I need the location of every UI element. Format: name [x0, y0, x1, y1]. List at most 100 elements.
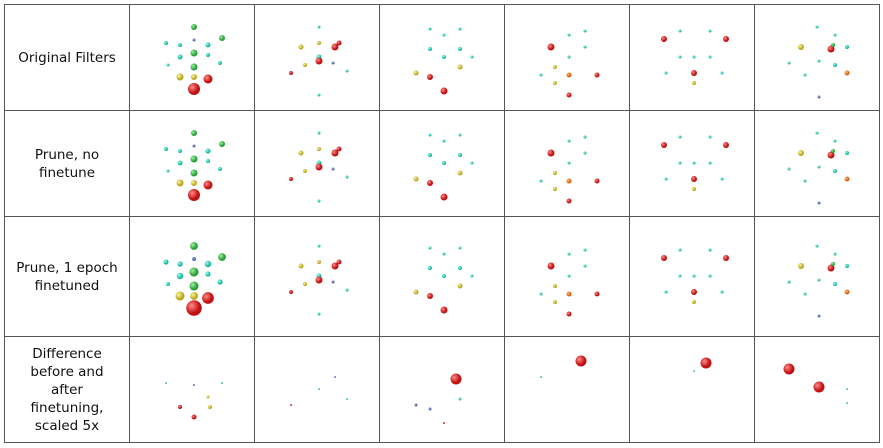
- filter-point: [442, 161, 446, 165]
- filter-point: [443, 422, 445, 424]
- filter-point: [817, 201, 821, 205]
- filter-point: [787, 280, 791, 284]
- filter-point: [845, 45, 849, 49]
- filter-point: [317, 260, 321, 264]
- filter-point: [831, 149, 835, 153]
- filter-point: [175, 291, 185, 301]
- filter-point: [575, 355, 587, 367]
- filter-point: [583, 135, 587, 139]
- filter-point: [708, 135, 712, 139]
- filter-image-cell: [254, 336, 380, 443]
- filter-image-cell: [754, 4, 880, 111]
- filter-point: [567, 274, 571, 278]
- filter-point: [166, 282, 170, 286]
- filter-point: [815, 244, 819, 248]
- filter-point: [833, 252, 837, 256]
- filter-point: [178, 149, 182, 153]
- filter-point: [440, 306, 448, 314]
- filter-point: [583, 264, 587, 268]
- filter-point: [331, 43, 339, 51]
- filter-point: [846, 402, 848, 404]
- filter-point: [219, 141, 225, 147]
- filter-image-cell: [754, 110, 880, 217]
- filter-point: [318, 388, 320, 390]
- filter-point: [317, 93, 321, 97]
- filter-point: [208, 405, 212, 409]
- filter-point: [336, 146, 342, 152]
- filter-point: [289, 290, 293, 294]
- filter-image: [783, 363, 848, 404]
- filter-point: [803, 73, 807, 77]
- filter-image-cell: [254, 4, 380, 111]
- filter-image-cell: [379, 4, 505, 111]
- filter-point: [190, 292, 198, 300]
- filter-point: [567, 139, 571, 143]
- filter-point: [191, 130, 197, 136]
- filter-point: [664, 71, 668, 75]
- filter-point: [691, 289, 697, 295]
- filter-point: [163, 259, 169, 265]
- filter-point: [831, 43, 835, 47]
- filter-point: [345, 288, 349, 292]
- filter-image-cell: [629, 336, 755, 443]
- filter-point: [317, 147, 321, 151]
- filter-image-cell: [754, 336, 880, 443]
- filter-point: [218, 167, 222, 171]
- filter-point: [678, 29, 682, 33]
- filter-image: [540, 355, 587, 378]
- filter-point: [289, 177, 293, 181]
- filter-point: [566, 311, 572, 317]
- filter-image: [539, 135, 600, 204]
- filter-point: [442, 274, 446, 278]
- filter-image: [661, 135, 729, 191]
- filter-point: [708, 161, 712, 165]
- filter-point: [723, 255, 729, 261]
- filter-point: [428, 133, 432, 137]
- filter-point: [678, 248, 682, 252]
- filter-point: [442, 33, 446, 37]
- row-label: Difference before and after finetuning, …: [30, 345, 104, 434]
- filter-point: [192, 144, 196, 148]
- filter-image: [289, 244, 349, 316]
- filter-point: [303, 282, 307, 286]
- row-label-cell: Prune, 1 epoch finetuned: [4, 216, 130, 337]
- filter-point: [177, 160, 183, 166]
- filter-point: [553, 284, 557, 288]
- filter-point: [470, 55, 474, 59]
- filter-point: [190, 169, 198, 177]
- filter-point: [845, 151, 849, 155]
- filter-point: [190, 155, 198, 163]
- filter-point: [664, 290, 668, 294]
- filter-point: [798, 150, 804, 156]
- filter-point: [594, 291, 600, 297]
- filter-image: [164, 24, 225, 95]
- filter-point: [192, 257, 196, 261]
- filter-point: [428, 27, 432, 31]
- row-label: Prune, no finetune: [34, 146, 100, 181]
- filter-image: [163, 242, 226, 316]
- filter-point: [457, 283, 463, 289]
- filter-point: [303, 63, 307, 67]
- filter-point: [692, 187, 696, 191]
- filter-point: [678, 55, 682, 59]
- filter-point: [470, 274, 474, 278]
- filter-point: [331, 167, 335, 171]
- filter-point: [428, 266, 432, 270]
- filter-point: [298, 263, 304, 269]
- filter-point: [205, 148, 211, 154]
- filter-point: [331, 280, 335, 284]
- filter-point: [458, 27, 462, 31]
- filter-point: [413, 176, 419, 182]
- filter-point: [547, 262, 555, 270]
- filter-image: [290, 376, 348, 406]
- filter-point: [331, 262, 339, 270]
- filter-point: [678, 135, 682, 139]
- filter-point: [413, 70, 419, 76]
- filter-point: [553, 300, 557, 304]
- filter-image-cell: [129, 336, 255, 443]
- filter-point: [817, 165, 821, 169]
- filter-image-cell: [504, 336, 630, 443]
- filter-point: [583, 29, 587, 33]
- filter-image-cell: [254, 110, 380, 217]
- filter-image: [413, 133, 474, 201]
